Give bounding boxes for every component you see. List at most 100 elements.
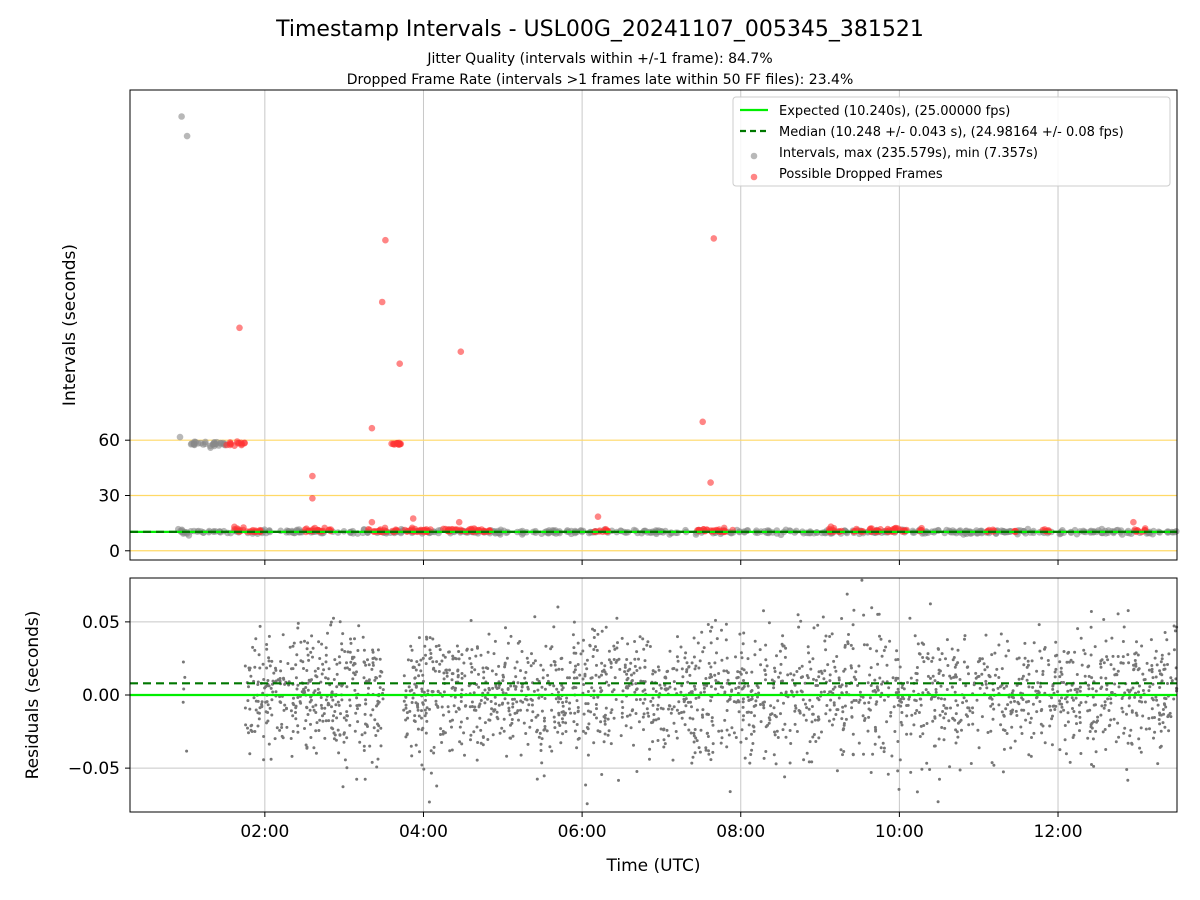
residual-point <box>413 682 417 686</box>
residual-point <box>448 668 451 672</box>
residual-point <box>583 662 587 666</box>
residual-point <box>441 729 445 733</box>
residual-point <box>823 639 827 643</box>
residual-point <box>842 750 846 753</box>
residual-point <box>1040 656 1044 660</box>
residual-point <box>896 658 900 661</box>
residual-point <box>763 700 766 704</box>
residual-point <box>1165 638 1169 642</box>
residual-point <box>803 681 807 685</box>
residual-point <box>334 738 338 742</box>
residual-point <box>330 705 333 709</box>
residual-point <box>1070 696 1074 700</box>
residual-point <box>937 672 941 675</box>
residual-point <box>706 735 710 738</box>
residual-point <box>613 676 617 680</box>
residual-point <box>693 667 697 671</box>
residual-point <box>840 683 844 687</box>
residual-point <box>372 726 376 730</box>
residual-point <box>1172 624 1176 628</box>
residual-point <box>598 686 602 690</box>
residual-point <box>592 636 596 639</box>
dropped-frame-point <box>226 440 234 447</box>
residual-point <box>954 741 958 745</box>
residual-point <box>624 686 628 690</box>
residual-point <box>274 690 278 694</box>
residual-point <box>298 700 302 704</box>
residual-point <box>926 652 930 656</box>
residual-point <box>374 676 378 679</box>
residual-point <box>432 751 436 755</box>
residual-point <box>773 670 777 673</box>
residual-point <box>454 657 458 661</box>
residual-point <box>709 673 713 676</box>
residual-point <box>775 654 778 658</box>
residual-point <box>1000 667 1004 671</box>
residual-point <box>524 670 528 674</box>
residual-point <box>758 648 762 652</box>
residual-point <box>863 717 867 720</box>
residual-point <box>638 698 642 701</box>
residual-point <box>1060 702 1064 706</box>
residual-point <box>285 707 288 711</box>
residual-point <box>1164 697 1168 701</box>
residual-point <box>1102 618 1106 621</box>
residual-point <box>702 646 706 650</box>
residual-point <box>1159 729 1163 733</box>
residual-point <box>371 661 375 665</box>
residual-point <box>609 711 613 715</box>
residual-point <box>527 703 531 707</box>
residual-point <box>783 722 787 726</box>
residual-point <box>920 767 924 771</box>
residual-point <box>1054 654 1057 658</box>
x-tick-label-08:00: 08:00 <box>716 822 765 842</box>
residual-point <box>1137 737 1141 741</box>
residual-point <box>556 730 560 734</box>
residual-point <box>572 620 576 624</box>
residual-point <box>835 769 839 773</box>
residual-point <box>474 654 478 658</box>
residual-point <box>371 663 375 667</box>
residual-point <box>625 714 629 718</box>
residual-point <box>539 663 543 667</box>
residual-point <box>945 638 949 642</box>
residual-point <box>753 639 757 643</box>
residual-point <box>708 676 712 680</box>
residual-point <box>1030 659 1034 663</box>
legend: Expected (10.240s), (25.00000 fps)Median… <box>732 96 1171 187</box>
residual-point <box>413 676 417 680</box>
residual-point <box>852 675 856 679</box>
residual-point <box>334 703 338 707</box>
residual-point <box>274 666 277 670</box>
residual-point <box>568 676 571 680</box>
residual-point <box>629 661 633 665</box>
residual-point <box>341 632 345 636</box>
residual-point <box>1049 708 1053 712</box>
residual-point <box>326 701 330 705</box>
residual-point <box>1025 678 1029 682</box>
residual-point <box>322 668 326 672</box>
residual-point <box>409 744 413 748</box>
residual-point <box>572 670 576 674</box>
residual-point <box>764 643 768 647</box>
residual-point <box>524 732 528 735</box>
residual-point <box>867 701 871 705</box>
residual-point <box>329 695 333 699</box>
residual-point <box>912 689 916 693</box>
residual-point <box>267 656 271 660</box>
residual-point <box>737 700 741 704</box>
dropped-frame-outlier-point <box>409 515 417 522</box>
residual-point <box>810 760 814 764</box>
residual-point <box>884 645 888 649</box>
residual-point <box>526 685 530 689</box>
residual-point <box>936 696 940 700</box>
residual-point <box>1154 649 1158 653</box>
residual-point <box>483 696 487 699</box>
residual-point <box>1173 629 1177 633</box>
residual-point <box>638 666 642 670</box>
residual-point <box>1068 760 1072 764</box>
residual-point <box>694 696 698 700</box>
residual-point <box>675 655 679 659</box>
residual-point <box>358 740 362 744</box>
residual-point <box>353 688 357 692</box>
